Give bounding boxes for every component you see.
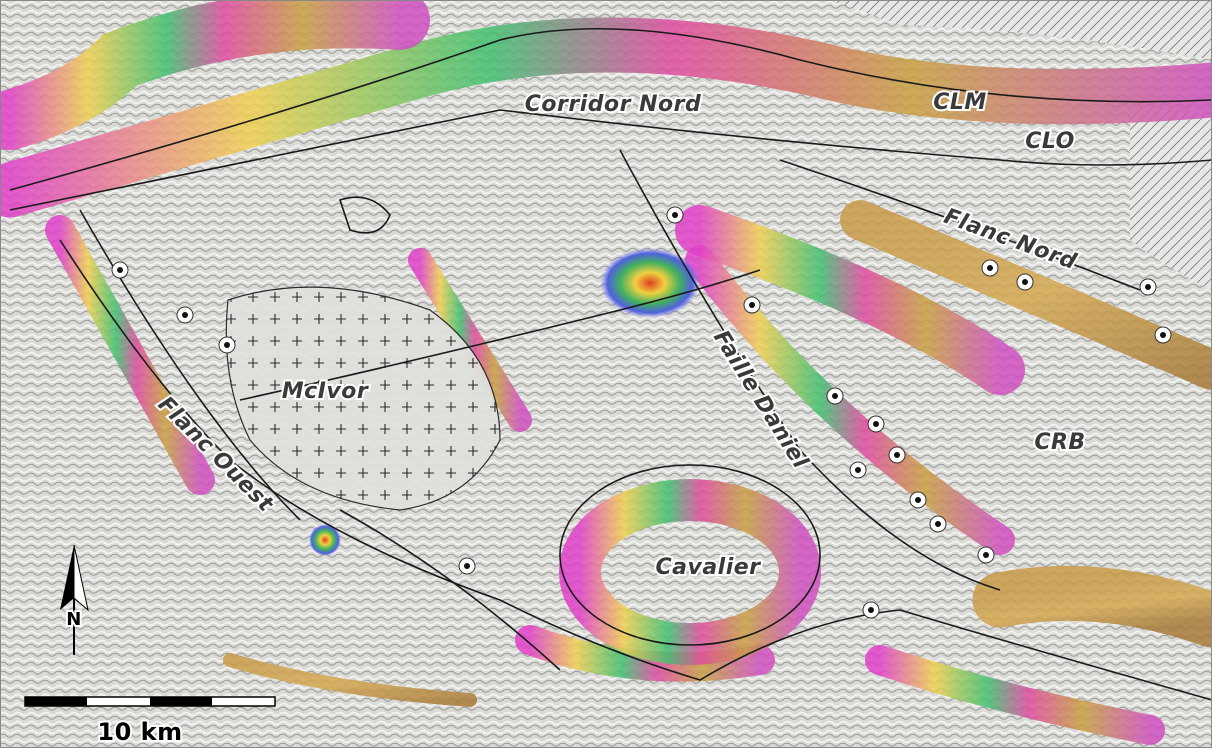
north-label: N (66, 609, 82, 630)
north-arrow: N (60, 544, 89, 655)
scale-label: 10 km (97, 718, 182, 746)
site-marker-dot (749, 302, 755, 308)
site-marker-dot (983, 552, 989, 558)
site-marker-dot (987, 265, 993, 271)
site-markers (111, 206, 1172, 619)
site-marker-dot (224, 342, 230, 348)
site-marker-dot (1022, 279, 1028, 285)
site-marker-dot (873, 421, 879, 427)
site-marker-dot (935, 521, 941, 527)
map-label: Cavalier (655, 555, 761, 580)
site-marker-dot (182, 312, 188, 318)
map-label: Corridor Nord (525, 92, 702, 117)
map-label: CLM (933, 90, 987, 115)
site-marker-dot (894, 452, 900, 458)
site-marker-dot (672, 212, 678, 218)
site-marker-dot (868, 607, 874, 613)
map-label: McIvor (282, 379, 369, 404)
site-marker-dot (832, 393, 838, 399)
site-marker-dot (1160, 332, 1166, 338)
site-marker-dot (915, 497, 921, 503)
map-label: CRB (1034, 430, 1085, 455)
map-label: CLO (1025, 129, 1075, 154)
site-marker-dot (855, 467, 861, 473)
site-marker-dot (464, 563, 470, 569)
faults (9, 27, 1212, 701)
site-marker-dot (117, 267, 123, 273)
site-marker-dot (1145, 284, 1151, 290)
scale-bar: 10 km (24, 696, 276, 748)
